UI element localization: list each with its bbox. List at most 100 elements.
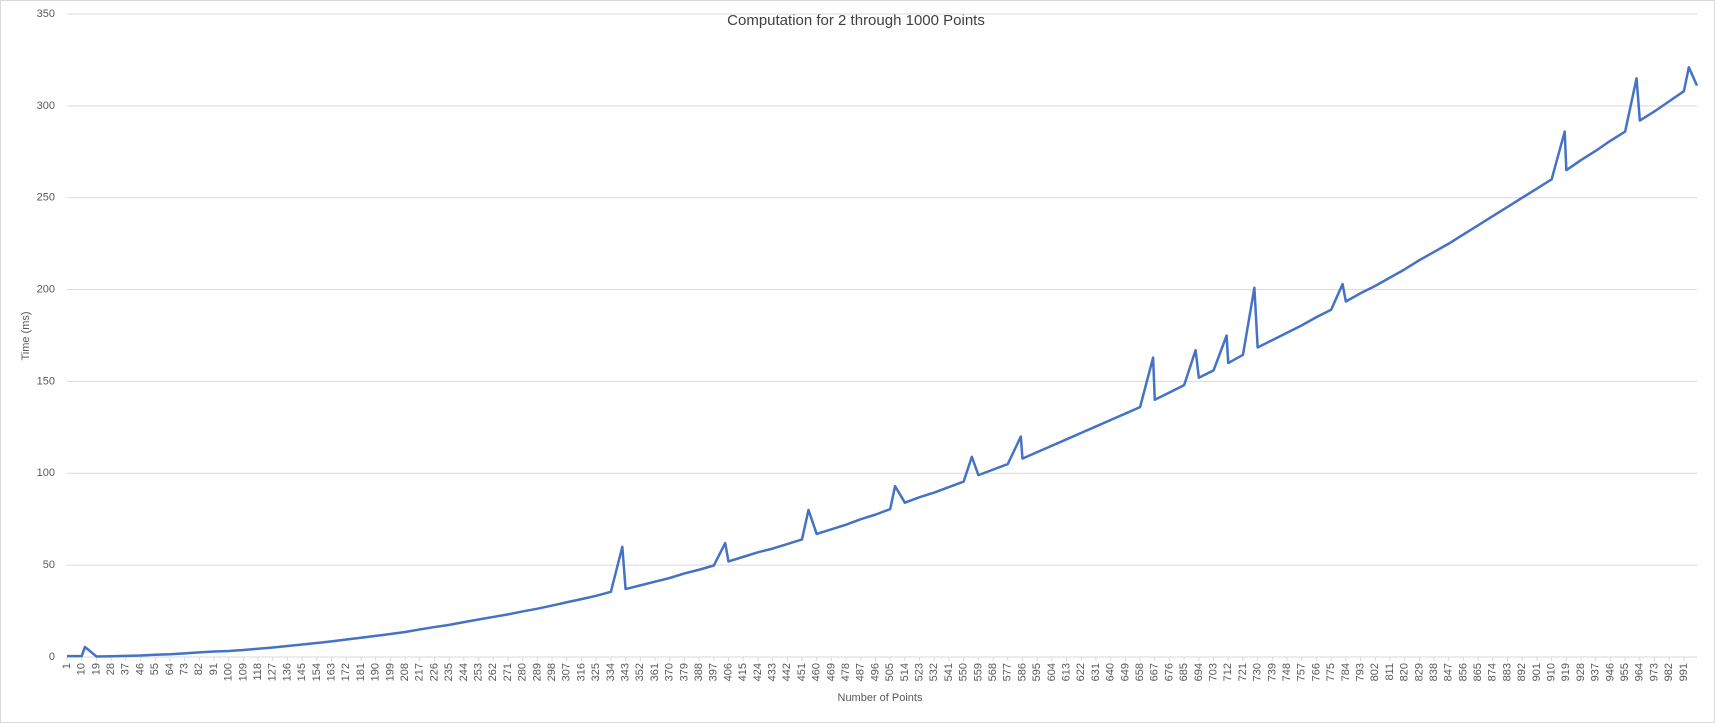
- x-tick-label: 73: [179, 663, 191, 675]
- x-tick-label: 307: [561, 663, 573, 681]
- x-tick-label: 856: [1457, 663, 1469, 681]
- x-tick-label: 541: [943, 663, 955, 681]
- x-tick-label: 667: [1149, 663, 1161, 681]
- x-tick-label: 82: [193, 663, 205, 675]
- x-tick-label: 145: [296, 663, 308, 681]
- x-tick-label: 334: [605, 663, 617, 681]
- data-line: [67, 66, 1699, 658]
- y-tick-label: 350: [37, 8, 55, 20]
- x-tick-label: 748: [1281, 663, 1293, 681]
- x-tick-label: 658: [1134, 663, 1146, 681]
- x-tick-label: 325: [590, 663, 602, 681]
- x-tick-label: 820: [1399, 663, 1411, 681]
- x-tick-label: 721: [1237, 663, 1249, 681]
- x-tick-label: 730: [1252, 663, 1264, 681]
- x-tick-label: 829: [1413, 663, 1425, 681]
- x-tick-label: 226: [428, 663, 440, 681]
- x-tick-label: 586: [1016, 663, 1028, 681]
- x-tick-label: 46: [134, 663, 146, 675]
- x-tick-label: 10: [76, 663, 88, 675]
- x-tick-label: 919: [1560, 663, 1572, 681]
- x-tick-label: 631: [1090, 663, 1102, 681]
- y-tick-label: 100: [37, 467, 55, 479]
- x-tick-label: 802: [1369, 663, 1381, 681]
- x-tick-label: 811: [1384, 663, 1396, 681]
- x-tick-label: 973: [1648, 663, 1660, 681]
- x-tick-label: 469: [825, 663, 837, 681]
- x-tick-label: 28: [105, 663, 117, 675]
- x-tick-label: 847: [1443, 663, 1455, 681]
- x-tick-label: 19: [90, 663, 102, 675]
- x-tick-label: 289: [531, 663, 543, 681]
- x-tick-label: 415: [737, 663, 749, 681]
- x-tick-label: 982: [1663, 663, 1675, 681]
- x-tick-label: 676: [1163, 663, 1175, 681]
- x-tick-label: 991: [1678, 663, 1690, 681]
- x-tick-label: 928: [1575, 663, 1587, 681]
- x-tick-label: 892: [1516, 663, 1528, 681]
- x-tick-label: 595: [1031, 663, 1043, 681]
- x-tick-label: 316: [575, 663, 587, 681]
- x-tick-label: 1: [61, 663, 73, 669]
- x-tick-label: 514: [899, 663, 911, 681]
- x-tick-label: 109: [237, 663, 249, 681]
- y-tick-label: 150: [37, 375, 55, 387]
- x-tick-label: 262: [487, 663, 499, 681]
- x-tick-label: 235: [443, 663, 455, 681]
- x-tick-label: 442: [781, 663, 793, 681]
- y-axis-title: Time (ms): [20, 311, 32, 360]
- x-tick-label: 685: [1178, 663, 1190, 681]
- x-tick-label: 568: [987, 663, 999, 681]
- x-tick-label: 253: [472, 663, 484, 681]
- x-tick-label: 55: [149, 663, 161, 675]
- x-tick-label: 712: [1222, 663, 1234, 681]
- x-tick-label: 136: [281, 663, 293, 681]
- x-tick-label: 901: [1531, 663, 1543, 681]
- x-tick-label: 217: [414, 663, 426, 681]
- x-tick-label: 460: [811, 663, 823, 681]
- x-tick-label: 118: [252, 663, 264, 681]
- x-tick-label: 181: [355, 663, 367, 681]
- x-tick-label: 550: [958, 663, 970, 681]
- x-tick-label: 793: [1354, 663, 1366, 681]
- x-tick-label: 100: [223, 663, 235, 681]
- x-tick-label: 496: [869, 663, 881, 681]
- x-axis-title: Number of Points: [838, 692, 923, 704]
- x-tick-label: 154: [311, 663, 323, 681]
- x-tick-label: 910: [1546, 663, 1558, 681]
- x-tick-label: 964: [1634, 663, 1646, 681]
- x-tick-label: 244: [458, 663, 470, 681]
- x-tick-label: 883: [1501, 663, 1513, 681]
- x-tick-label: 865: [1472, 663, 1484, 681]
- x-tick-label: 127: [267, 663, 279, 681]
- x-tick-label: 622: [1075, 663, 1087, 681]
- x-tick-label: 955: [1619, 663, 1631, 681]
- x-tick-label: 424: [752, 663, 764, 681]
- x-tick-label: 37: [120, 663, 132, 675]
- x-tick-label: 487: [855, 663, 867, 681]
- x-tick-label: 523: [913, 663, 925, 681]
- x-tick-label: 280: [517, 663, 529, 681]
- x-tick-label: 946: [1604, 663, 1616, 681]
- x-tick-label: 433: [766, 663, 778, 681]
- x-tick-label: 532: [928, 663, 940, 681]
- x-tick-label: 775: [1325, 663, 1337, 681]
- x-tick-label: 208: [399, 663, 411, 681]
- x-tick-label: 388: [693, 663, 705, 681]
- x-tick-label: 784: [1340, 663, 1352, 681]
- x-tick-label: 649: [1119, 663, 1131, 681]
- x-tick-label: 352: [634, 663, 646, 681]
- x-tick-label: 937: [1590, 663, 1602, 681]
- x-tick-label: 559: [972, 663, 984, 681]
- x-tick-label: 613: [1060, 663, 1072, 681]
- x-tick-label: 379: [678, 663, 690, 681]
- chart-title: Computation for 2 through 1000 Points: [727, 12, 985, 29]
- x-tick-label: 199: [384, 663, 396, 681]
- x-tick-label: 271: [502, 663, 514, 681]
- x-tick-label: 163: [325, 663, 337, 681]
- x-tick-label: 640: [1105, 663, 1117, 681]
- x-tick-label: 91: [208, 663, 220, 675]
- x-tick-label: 766: [1310, 663, 1322, 681]
